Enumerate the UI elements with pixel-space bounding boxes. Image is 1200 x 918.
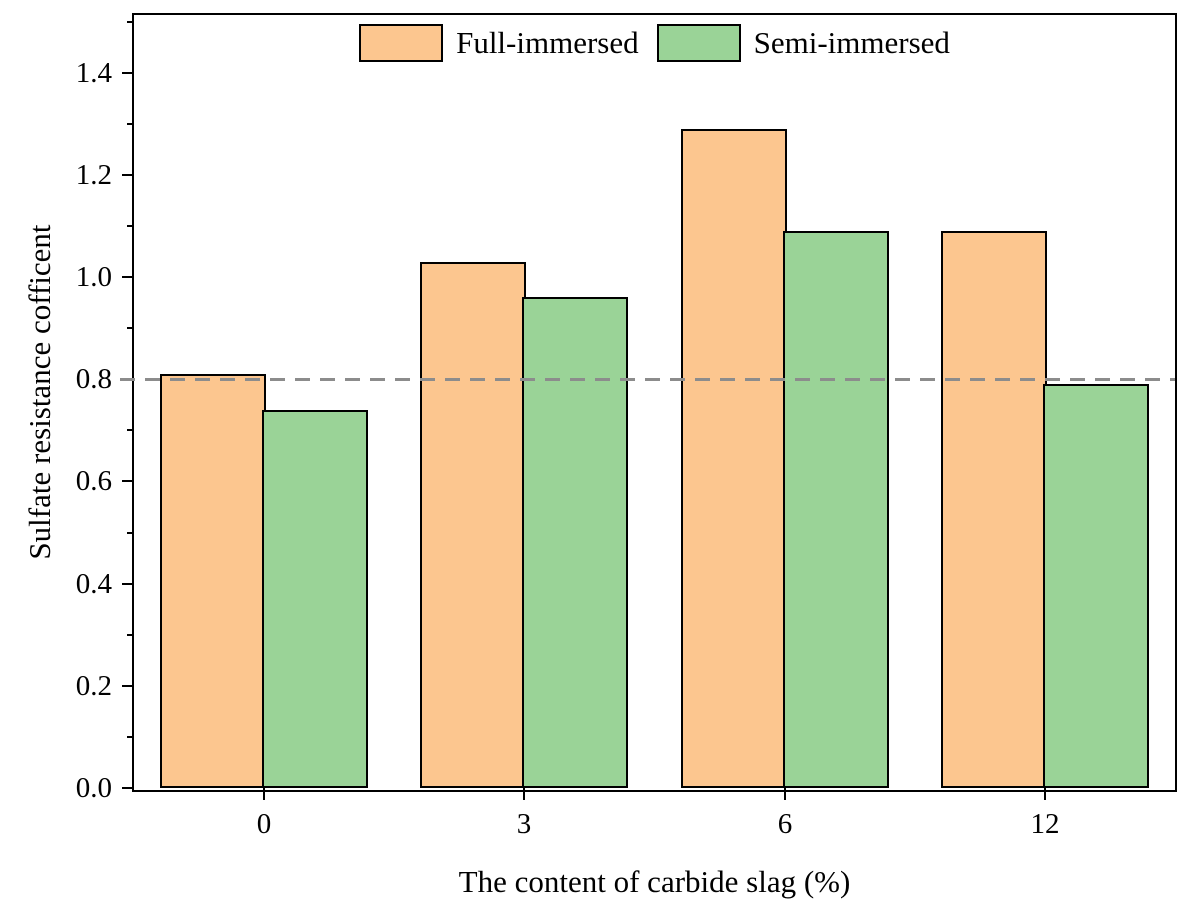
reference-line: [120, 378, 1175, 381]
bar-full-immersed-6: [681, 129, 787, 788]
y-axis-minor-tick: [127, 532, 134, 534]
legend: Full-immersed Semi-immersed: [134, 24, 1175, 62]
bar-full-immersed-0: [160, 374, 266, 788]
y-axis-major-tick: [122, 685, 134, 687]
x-axis-title: The content of carbide slag (%): [458, 864, 851, 899]
legend-entry-semi-immersed: Semi-immersed: [656, 24, 950, 62]
y-axis-tick-label: 1.2: [75, 159, 112, 191]
x-axis-tick: [1044, 788, 1046, 800]
y-axis-minor-tick: [127, 327, 134, 329]
y-axis-tick-label: 0.0: [75, 772, 112, 804]
y-axis-minor-tick: [127, 123, 134, 125]
legend-swatch-full-immersed: [359, 24, 444, 62]
legend-label-semi-immersed: Semi-immersed: [753, 25, 950, 60]
y-axis-title: Sulfate resistance cofficent: [22, 224, 57, 560]
legend-label-full-immersed: Full-immersed: [456, 25, 639, 60]
y-axis-tick-label: 0.8: [75, 363, 112, 395]
legend-entry-full-immersed: Full-immersed: [359, 24, 639, 62]
x-axis-tick: [263, 788, 265, 800]
y-axis-minor-tick: [127, 634, 134, 636]
y-axis-tick-label: 1.0: [75, 261, 112, 293]
x-axis-tick: [523, 788, 525, 800]
y-axis-tick-label: 0.6: [75, 465, 112, 497]
bar-full-immersed-3: [420, 262, 526, 788]
x-axis-tick-label: 12: [1030, 808, 1060, 840]
y-axis-minor-tick: [127, 21, 134, 23]
y-axis-minor-tick: [127, 225, 134, 227]
y-axis-major-tick: [122, 174, 134, 176]
legend-swatch-semi-immersed: [656, 24, 741, 62]
bar-semi-immersed-6: [783, 231, 889, 788]
bar-semi-immersed-0: [262, 410, 368, 788]
y-axis-major-tick: [122, 276, 134, 278]
y-axis-major-tick: [122, 583, 134, 585]
y-axis-minor-tick: [127, 429, 134, 431]
x-axis-tick-label: 3: [516, 808, 532, 840]
x-axis-tick-label: 6: [777, 808, 793, 840]
y-axis-minor-tick: [127, 736, 134, 738]
bar-full-immersed-12: [941, 231, 1047, 788]
bar-semi-immersed-12: [1043, 384, 1149, 788]
y-axis-tick-label: 1.4: [75, 57, 112, 89]
y-axis-major-tick: [122, 787, 134, 789]
y-axis-tick-label: 0.4: [75, 568, 112, 600]
x-axis-tick: [784, 788, 786, 800]
y-axis-tick-label: 0.2: [75, 670, 112, 702]
y-axis-major-tick: [122, 72, 134, 74]
x-axis-tick-label: 0: [256, 808, 272, 840]
bar-semi-immersed-3: [522, 297, 628, 788]
y-axis-major-tick: [122, 480, 134, 482]
